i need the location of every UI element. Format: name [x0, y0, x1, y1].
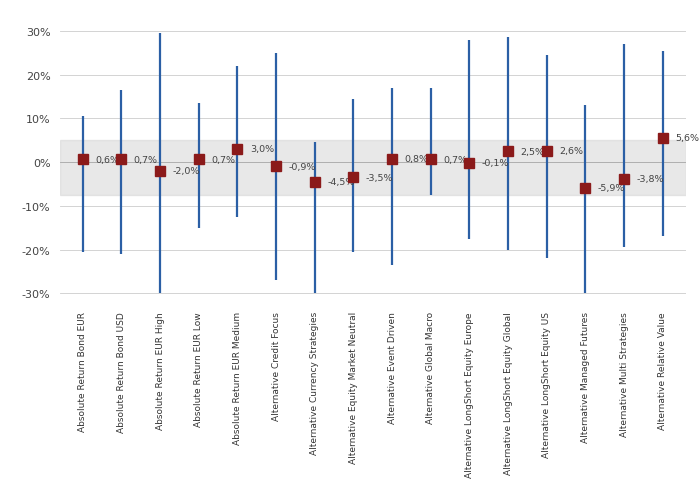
- Text: 0,7%: 0,7%: [443, 155, 467, 164]
- Text: 0,8%: 0,8%: [405, 155, 428, 164]
- Text: -0,1%: -0,1%: [482, 159, 509, 168]
- Text: 0,7%: 0,7%: [211, 155, 235, 164]
- Text: -0,9%: -0,9%: [288, 162, 316, 171]
- Text: 2,6%: 2,6%: [559, 147, 583, 156]
- Text: 3,0%: 3,0%: [250, 145, 274, 154]
- Text: 0,7%: 0,7%: [134, 155, 158, 164]
- Text: -2,0%: -2,0%: [172, 167, 199, 176]
- Text: 2,5%: 2,5%: [521, 147, 545, 156]
- Bar: [60, 141, 686, 195]
- Text: -5,9%: -5,9%: [598, 184, 625, 193]
- Text: -3,5%: -3,5%: [366, 174, 393, 182]
- Text: -3,8%: -3,8%: [636, 175, 664, 184]
- Text: 0,6%: 0,6%: [95, 156, 119, 165]
- Text: 5,6%: 5,6%: [676, 134, 699, 143]
- Text: -4,5%: -4,5%: [327, 178, 354, 187]
